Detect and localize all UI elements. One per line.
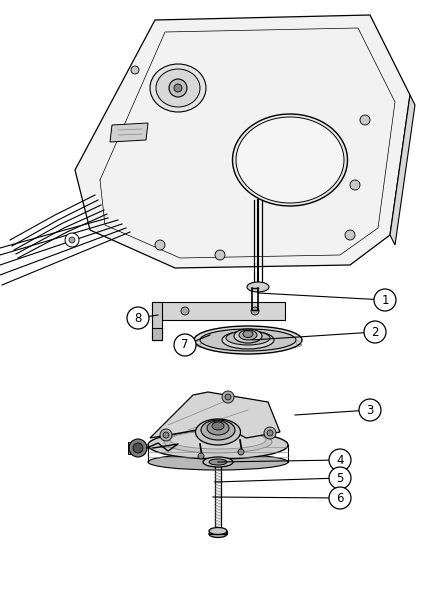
Ellipse shape xyxy=(209,527,227,535)
Ellipse shape xyxy=(236,117,344,203)
Circle shape xyxy=(350,180,360,190)
Ellipse shape xyxy=(148,454,288,470)
Text: 3: 3 xyxy=(366,403,374,416)
Circle shape xyxy=(65,233,79,247)
Circle shape xyxy=(251,307,259,315)
Text: 1: 1 xyxy=(381,293,389,307)
Text: 5: 5 xyxy=(336,472,344,485)
Polygon shape xyxy=(150,392,280,438)
Polygon shape xyxy=(390,95,415,245)
Ellipse shape xyxy=(243,331,253,337)
Ellipse shape xyxy=(212,422,224,430)
Circle shape xyxy=(329,467,351,489)
Ellipse shape xyxy=(209,530,227,538)
Circle shape xyxy=(163,432,169,438)
Circle shape xyxy=(129,439,147,457)
Circle shape xyxy=(360,115,370,125)
Circle shape xyxy=(222,391,234,403)
Circle shape xyxy=(359,399,381,421)
Text: 4: 4 xyxy=(336,454,344,467)
Ellipse shape xyxy=(222,331,274,349)
Circle shape xyxy=(198,453,204,459)
Polygon shape xyxy=(152,302,285,320)
Polygon shape xyxy=(110,123,148,142)
Circle shape xyxy=(69,237,75,243)
Circle shape xyxy=(174,84,182,92)
Text: 2: 2 xyxy=(371,325,379,338)
Circle shape xyxy=(345,230,355,240)
Ellipse shape xyxy=(209,459,227,465)
Circle shape xyxy=(169,79,187,97)
Circle shape xyxy=(329,449,351,471)
Circle shape xyxy=(267,430,273,436)
Ellipse shape xyxy=(164,431,272,453)
Ellipse shape xyxy=(239,330,257,340)
Polygon shape xyxy=(152,328,162,340)
Ellipse shape xyxy=(194,326,302,354)
Ellipse shape xyxy=(194,340,302,350)
Circle shape xyxy=(131,66,139,74)
Ellipse shape xyxy=(247,282,269,292)
Circle shape xyxy=(374,289,396,311)
Ellipse shape xyxy=(148,431,288,459)
Ellipse shape xyxy=(170,431,266,449)
Circle shape xyxy=(364,321,386,343)
Circle shape xyxy=(264,427,276,439)
Ellipse shape xyxy=(207,421,229,435)
Polygon shape xyxy=(75,15,410,268)
Text: 6: 6 xyxy=(336,491,344,505)
Circle shape xyxy=(155,240,165,250)
Circle shape xyxy=(181,307,189,315)
Ellipse shape xyxy=(233,114,347,206)
Ellipse shape xyxy=(201,420,235,440)
Circle shape xyxy=(160,429,172,441)
Circle shape xyxy=(329,487,351,509)
Circle shape xyxy=(133,443,143,453)
Circle shape xyxy=(238,449,244,455)
Circle shape xyxy=(215,250,225,260)
Ellipse shape xyxy=(234,329,262,343)
Ellipse shape xyxy=(156,69,200,107)
Ellipse shape xyxy=(226,331,270,345)
Ellipse shape xyxy=(150,64,206,112)
Ellipse shape xyxy=(200,329,296,351)
Circle shape xyxy=(174,334,196,356)
Text: 7: 7 xyxy=(181,338,189,352)
Circle shape xyxy=(225,394,231,400)
Polygon shape xyxy=(152,302,162,340)
Ellipse shape xyxy=(203,457,233,467)
Circle shape xyxy=(127,307,149,329)
Ellipse shape xyxy=(196,419,240,445)
Text: 8: 8 xyxy=(134,311,142,325)
Polygon shape xyxy=(128,442,143,454)
